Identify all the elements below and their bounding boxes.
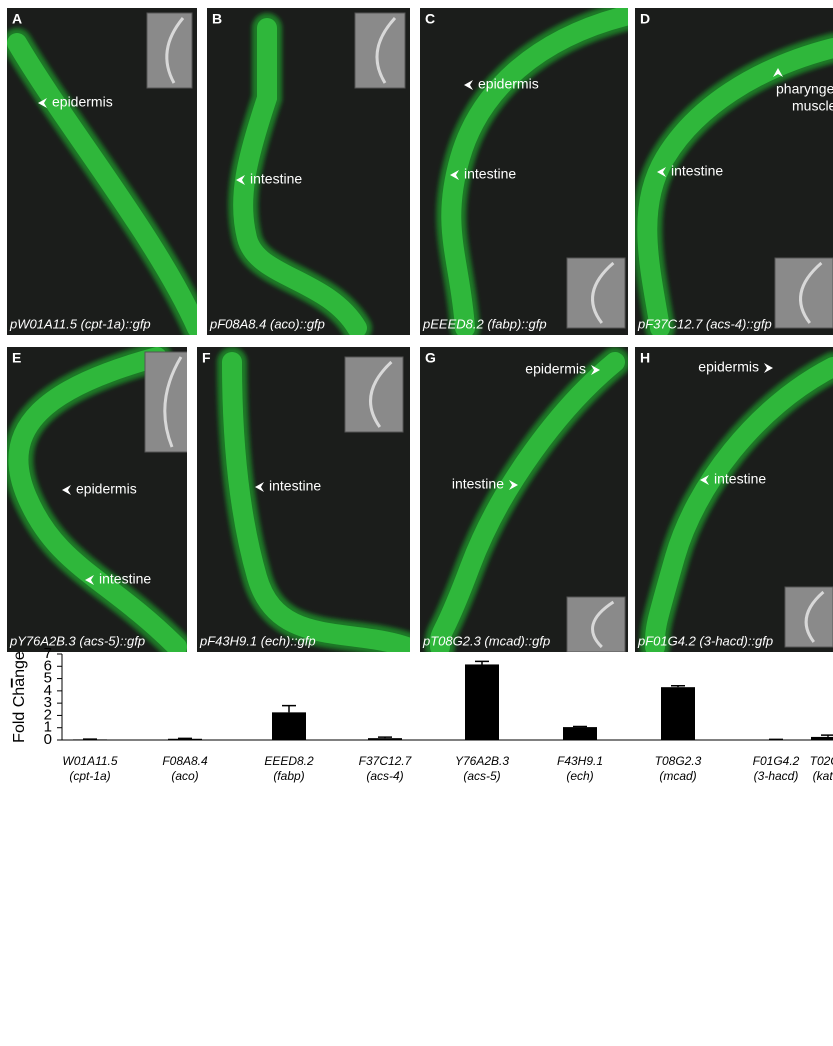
annotation: intestine [250,171,302,187]
panel-letter: F [202,350,211,366]
x-tick-label: F08A8.4 [162,754,208,768]
page: {"panels": [ {"letter": "A", "caption": … [0,0,833,1041]
x-tick-label: T02G5 [810,754,833,768]
figure: ApW01A11.5 (cpt-1a)::gfpepidermisBpF08A8… [0,0,833,1041]
panel-caption: pF43H9.1 (ech)::gfp [199,633,316,648]
x-tick-sublabel: (mcad) [659,769,696,783]
panel-caption: pF37C12.7 (acs-4)::gfp [637,316,772,331]
x-tick-sublabel: (3-hacd) [754,769,799,783]
bar [465,664,499,740]
x-tick-sublabel: (acs-4) [366,769,403,783]
annotation: muscle [792,98,833,114]
error-bar [671,686,685,687]
panel-letter: B [212,11,222,27]
x-tick-sublabel: (acs-5) [463,769,500,783]
error-bar [573,726,587,727]
panel-letter: A [12,11,22,27]
panel-caption: pY76A2B.3 (acs-5)::gfp [9,633,145,648]
x-tick-sublabel: (ech) [566,769,593,783]
bar [811,737,833,740]
inset-image [567,597,625,652]
panel-caption: pW01A11.5 (cpt-1a)::gfp [9,316,151,331]
panel-caption: pF01G4.2 (3-hacd)::gfp [637,633,773,648]
panel-caption: pT08G2.3 (mcad)::gfp [422,633,550,648]
x-tick-sublabel: (aco) [171,769,198,783]
annotation: epidermis [76,481,137,497]
x-tick-label: F01G4.2 [753,754,800,768]
x-tick-label: W01A11.5 [62,754,117,768]
x-tick-sublabel: (fabp) [273,769,304,783]
x-tick-label: F37C12.7 [359,754,413,768]
annotation: intestine [452,476,504,492]
annotation: intestine [269,478,321,494]
panel-letter: H [640,350,650,366]
panel-letter: D [640,11,650,27]
panel-caption: pEEED8.2 (fabp)::gfp [422,316,547,331]
annotation: pharyngeal [776,81,833,97]
annotation: epidermis [52,94,113,110]
error-bar [475,661,489,664]
bar [563,727,597,740]
error-bar [821,735,833,737]
x-tick-sublabel: (cpt-1a) [69,769,110,783]
panel-letter: C [425,11,435,27]
inset-image [567,258,625,328]
x-tick-label: T08G2.3 [655,754,702,768]
y-axis-title: Fold Change [11,651,28,743]
error-bar [282,706,296,713]
bar [661,687,695,740]
annotation: epidermis [525,361,586,377]
annotation: intestine [99,571,151,587]
inset-image [785,587,833,647]
panel-caption: pF08A8.4 (aco)::gfp [209,316,325,331]
x-tick-label: F43H9.1 [557,754,603,768]
y-tick-label: 7 [44,645,52,662]
annotation: intestine [671,163,723,179]
annotation: epidermis [698,359,759,375]
error-bar [378,737,392,738]
annotation: intestine [464,166,516,182]
bar [368,738,402,740]
x-tick-label: EEED8.2 [264,754,314,768]
inset-image [775,258,833,328]
panel-letter: E [12,350,21,366]
inset-image [345,357,403,432]
x-tick-sublabel: (kat-1 [813,769,833,783]
bar [272,712,306,740]
annotation: epidermis [478,76,539,92]
panel-letter: G [425,350,436,366]
x-tick-label: Y76A2B.3 [455,754,509,768]
annotation: intestine [714,471,766,487]
